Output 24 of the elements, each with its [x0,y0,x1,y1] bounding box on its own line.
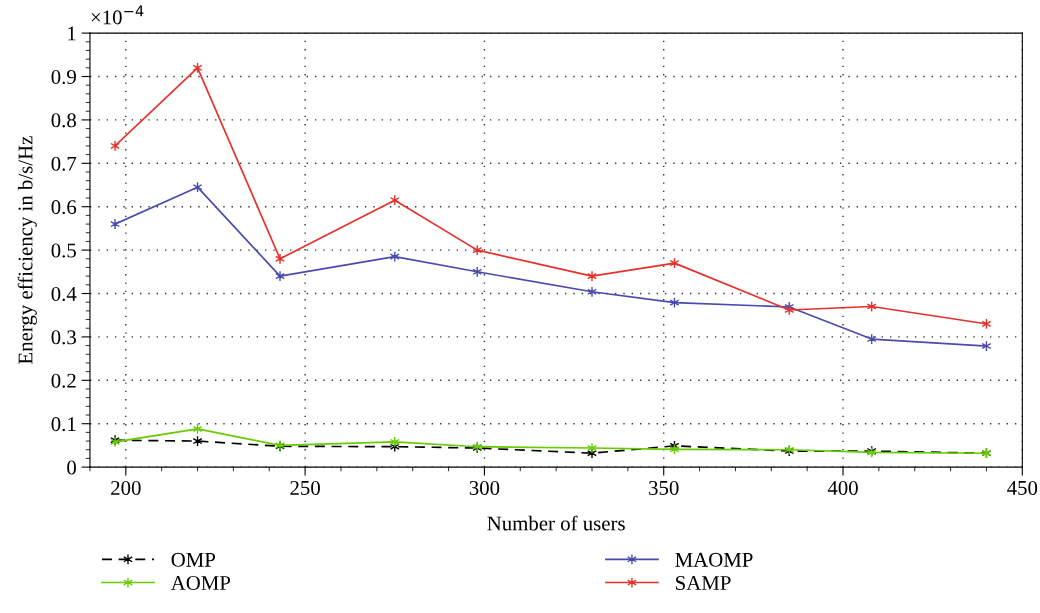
y-tick-label: 0.6 [51,200,77,215]
y-tick-label: 0.4 [51,286,77,302]
legend-label: AOMP [170,576,231,591]
y-axis-title: Energy efficiency in b/s/Hz [17,136,37,364]
y-tick-label: 0 [67,460,76,475]
legend-label: SAMP [676,576,731,591]
x-tick-label: 400 [827,480,858,495]
y-tick-label: 0.9 [51,69,76,85]
x-tick-label: 200 [111,480,141,495]
x-tick-label: 450 [1007,480,1038,495]
legend-label: OMP [171,552,216,567]
x-tick-label: 250 [290,480,320,495]
y-tick-label: 0.2 [51,373,76,388]
legend-label: MAOMP [675,552,753,567]
y-tick-label: 0.3 [51,330,76,345]
y-tick-label: 0.7 [51,156,77,171]
text: ×10$^{−4}$ [91,5,144,25]
y-tick-label: 0.1 [51,417,76,432]
y-tick-label: 0.5 [51,243,76,258]
y-tick-label: 0.8 [51,113,76,128]
y-tick-label: 1 [68,26,76,41]
x-axis-title: Number of users [487,515,625,531]
x-tick-label: 300 [469,480,500,495]
x-tick-label: 350 [649,480,679,495]
